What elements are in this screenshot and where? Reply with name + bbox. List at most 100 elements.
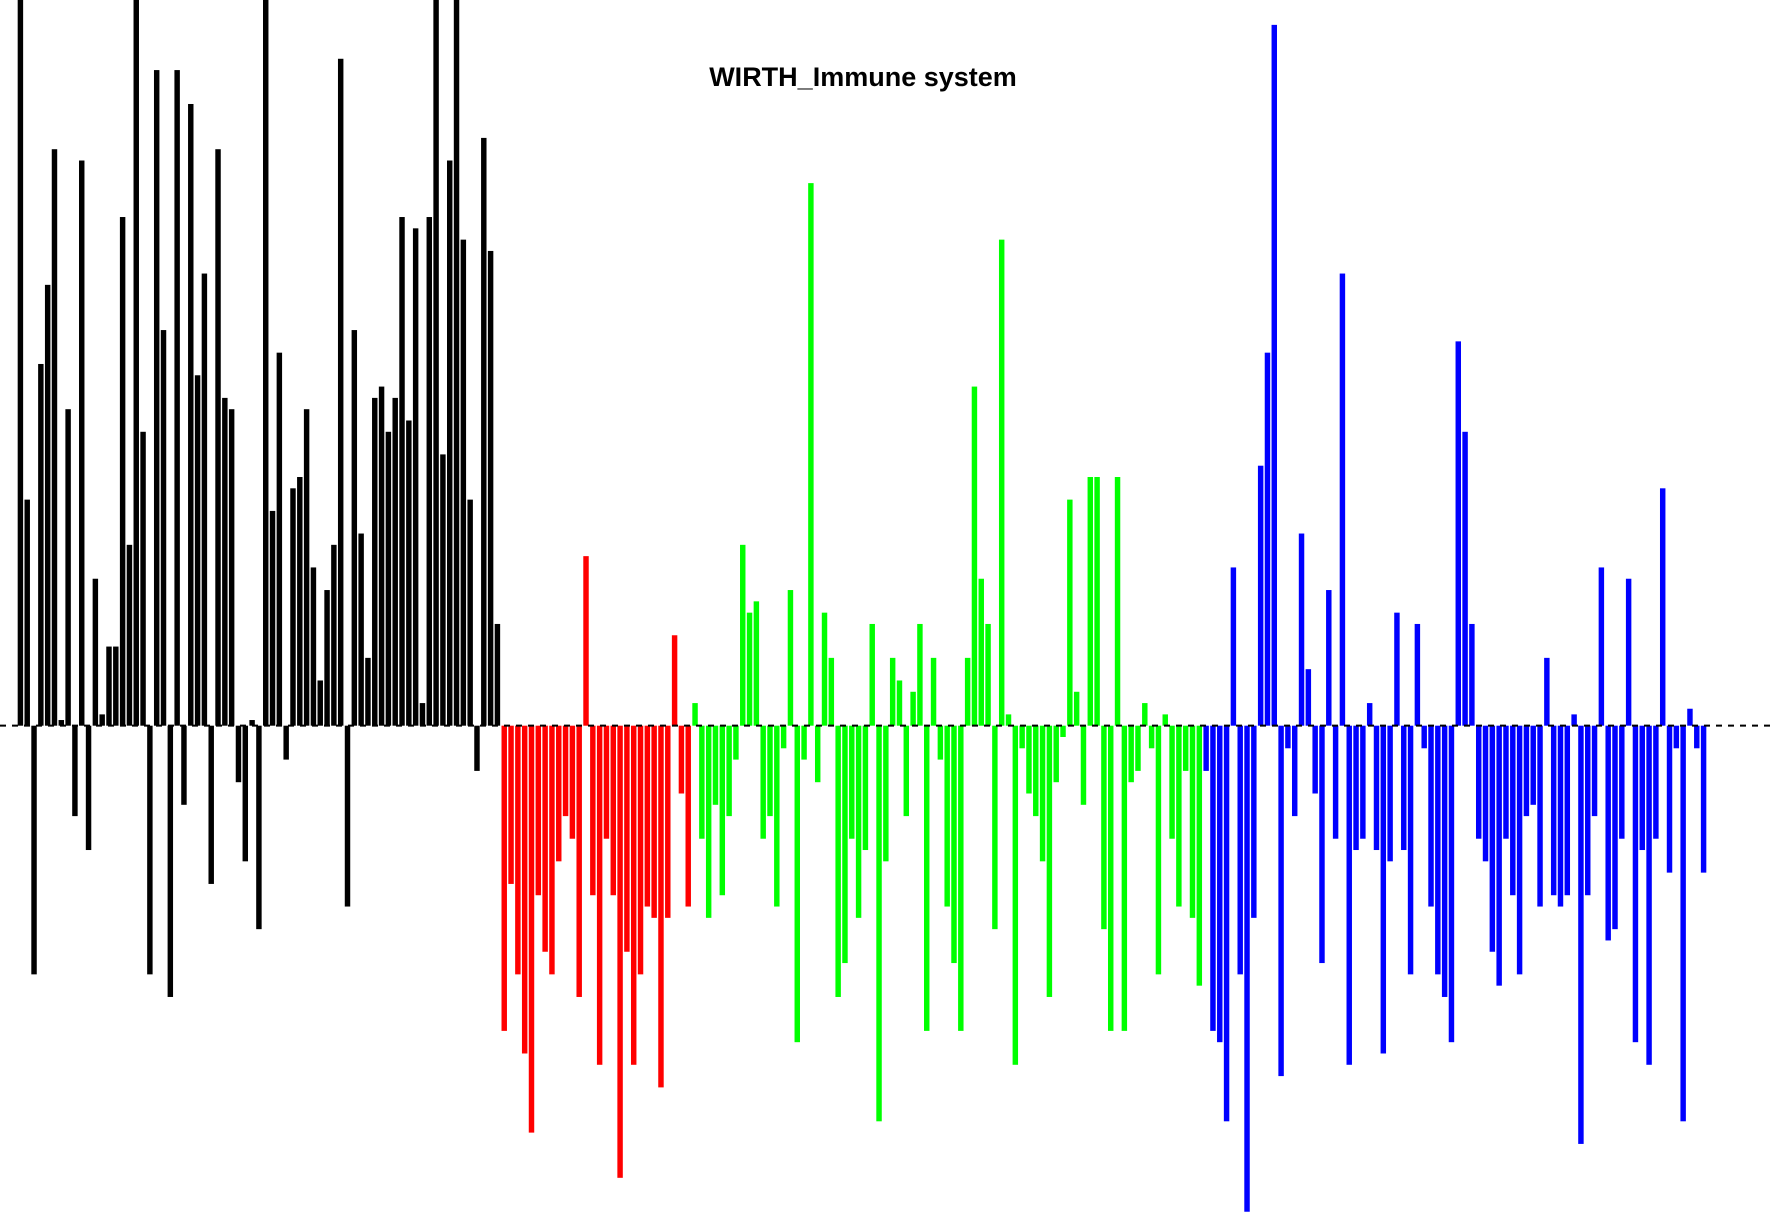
bar xyxy=(276,352,283,726)
bar xyxy=(31,725,37,975)
bar xyxy=(542,725,548,952)
bar xyxy=(1360,725,1366,839)
bar xyxy=(147,725,153,975)
bar xyxy=(140,431,146,726)
bar xyxy=(181,725,187,805)
bar xyxy=(944,725,950,907)
bar xyxy=(774,725,780,907)
bar xyxy=(385,431,392,726)
bar xyxy=(1455,341,1461,726)
bar xyxy=(917,623,923,726)
bar xyxy=(1257,465,1264,726)
bar xyxy=(876,725,882,1122)
bar xyxy=(603,725,610,839)
bar xyxy=(896,680,903,726)
bar xyxy=(337,58,344,726)
bar xyxy=(1237,725,1243,975)
bar xyxy=(399,217,405,726)
bar xyxy=(924,725,930,1031)
bar xyxy=(249,720,255,726)
bar xyxy=(1073,691,1080,726)
bar xyxy=(242,725,249,862)
bar xyxy=(1319,725,1325,964)
bar xyxy=(971,386,978,726)
bar xyxy=(1700,725,1707,873)
bar xyxy=(1612,725,1618,930)
bar xyxy=(1407,725,1414,975)
bar xyxy=(1557,725,1564,907)
bar xyxy=(406,420,412,726)
bar xyxy=(821,612,828,726)
bar xyxy=(508,725,514,884)
bar xyxy=(344,725,351,907)
bar xyxy=(467,499,473,726)
bar xyxy=(985,623,991,726)
bar xyxy=(303,409,310,726)
bar xyxy=(1516,725,1523,975)
bar xyxy=(1080,725,1087,805)
bar xyxy=(992,725,998,930)
bar xyxy=(1537,725,1543,907)
bar xyxy=(1353,725,1359,851)
bar xyxy=(814,725,821,783)
bar xyxy=(658,725,664,1088)
bar xyxy=(1482,725,1489,862)
bar xyxy=(1162,714,1168,726)
bar xyxy=(794,725,800,1043)
bar xyxy=(119,217,126,726)
bar xyxy=(1421,725,1427,749)
bar xyxy=(596,725,603,1065)
bar xyxy=(228,409,235,726)
bar xyxy=(1271,24,1278,726)
bar xyxy=(1591,725,1598,817)
bar xyxy=(998,239,1005,726)
bar xyxy=(126,544,133,726)
bar xyxy=(1189,725,1196,918)
bar xyxy=(1489,725,1496,952)
bar xyxy=(958,725,964,1031)
bar xyxy=(1646,725,1652,1065)
bar xyxy=(521,725,528,1054)
bar xyxy=(1196,725,1203,986)
bar xyxy=(1176,725,1182,907)
bar xyxy=(222,397,228,726)
bar xyxy=(1285,725,1291,749)
bar xyxy=(1380,725,1387,1054)
bar xyxy=(1544,657,1550,726)
bar xyxy=(624,725,630,952)
bar xyxy=(1326,590,1332,726)
bar xyxy=(1094,477,1100,726)
bar xyxy=(1291,725,1298,817)
bar xyxy=(1148,725,1155,749)
bar xyxy=(167,725,174,997)
bar xyxy=(1101,725,1107,930)
bar xyxy=(1182,725,1189,771)
bar xyxy=(1428,725,1434,907)
bar xyxy=(1550,725,1557,896)
bar xyxy=(1585,725,1591,896)
bar xyxy=(855,725,862,918)
bar xyxy=(562,725,569,817)
bar xyxy=(699,725,705,839)
bar xyxy=(453,0,460,726)
bar xyxy=(44,284,51,726)
bar xyxy=(283,725,289,760)
bar xyxy=(501,725,507,1031)
bar xyxy=(780,725,787,749)
bar xyxy=(1339,273,1346,726)
bar xyxy=(1026,725,1032,794)
bar xyxy=(1332,725,1339,839)
bar xyxy=(133,0,139,726)
bar xyxy=(1067,499,1073,726)
bar xyxy=(644,725,651,907)
bar xyxy=(174,70,180,726)
bar xyxy=(1251,725,1257,918)
bar xyxy=(610,725,616,896)
bar xyxy=(72,725,78,817)
bar xyxy=(712,725,719,805)
bar xyxy=(1510,725,1516,896)
bar xyxy=(1264,352,1271,726)
bar xyxy=(1687,708,1693,726)
bar xyxy=(671,635,678,726)
